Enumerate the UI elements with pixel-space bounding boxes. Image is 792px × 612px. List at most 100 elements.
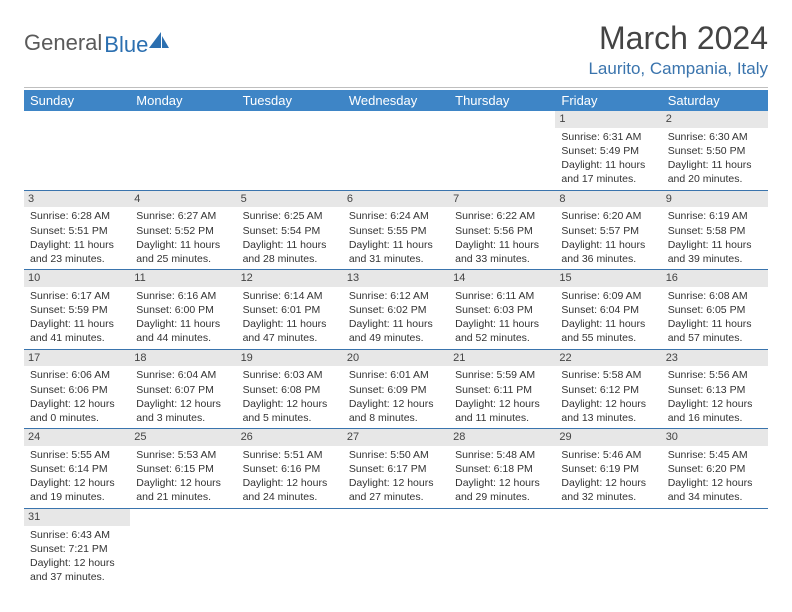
day-info-line: Sunset: 5:52 PM [136,224,230,238]
calendar-cell: 19Sunrise: 6:03 AMSunset: 6:08 PMDayligh… [237,349,343,429]
day-info-line: Daylight: 12 hours [136,476,230,490]
day-info-line: Sunrise: 5:51 AM [243,448,337,462]
calendar-cell: 12Sunrise: 6:14 AMSunset: 6:01 PMDayligh… [237,270,343,350]
day-info-line: Sunrise: 6:24 AM [349,209,443,223]
calendar-cell [555,508,661,587]
day-number: 1 [555,111,661,128]
day-info-line: and 0 minutes. [30,411,124,425]
day-number: 20 [343,350,449,367]
day-info-line: Sunrise: 5:46 AM [561,448,655,462]
day-number: 11 [130,270,236,287]
calendar-cell: 17Sunrise: 6:06 AMSunset: 6:06 PMDayligh… [24,349,130,429]
calendar-cell: 14Sunrise: 6:11 AMSunset: 6:03 PMDayligh… [449,270,555,350]
calendar-cell: 18Sunrise: 6:04 AMSunset: 6:07 PMDayligh… [130,349,236,429]
day-info-line: Sunset: 6:13 PM [668,383,762,397]
day-number: 26 [237,429,343,446]
day-info-line: and 17 minutes. [561,172,655,186]
day-info-line: Sunrise: 6:09 AM [561,289,655,303]
day-number: 25 [130,429,236,446]
calendar-cell [130,508,236,587]
day-info-line: Sunset: 6:00 PM [136,303,230,317]
day-info-line: Sunrise: 6:31 AM [561,130,655,144]
day-info-line: and 39 minutes. [668,252,762,266]
day-info-line: and 5 minutes. [243,411,337,425]
day-info-line: and 28 minutes. [243,252,337,266]
day-info-line: and 55 minutes. [561,331,655,345]
day-info-line: and 13 minutes. [561,411,655,425]
calendar-cell: 6Sunrise: 6:24 AMSunset: 5:55 PMDaylight… [343,190,449,270]
day-info-line: and 20 minutes. [668,172,762,186]
day-info-line: Sunrise: 6:03 AM [243,368,337,382]
day-info-line: Sunset: 6:15 PM [136,462,230,476]
day-info-line: Daylight: 12 hours [455,397,549,411]
day-info-line: Sunset: 6:07 PM [136,383,230,397]
calendar-cell: 28Sunrise: 5:48 AMSunset: 6:18 PMDayligh… [449,429,555,509]
header: General Blue March 2024 Laurito, Campani… [24,20,768,79]
day-info-line: Sunrise: 6:08 AM [668,289,762,303]
day-number: 6 [343,191,449,208]
day-number: 16 [662,270,768,287]
day-info-line: Sunrise: 6:14 AM [243,289,337,303]
calendar-cell [130,111,236,190]
weekday-header: Sunday [24,90,130,111]
calendar-cell: 10Sunrise: 6:17 AMSunset: 5:59 PMDayligh… [24,270,130,350]
day-info-line: Sunrise: 6:25 AM [243,209,337,223]
day-info-line: Daylight: 11 hours [561,158,655,172]
day-info-line: Daylight: 12 hours [455,476,549,490]
day-number: 17 [24,350,130,367]
sail-icon [149,28,169,54]
calendar-cell: 7Sunrise: 6:22 AMSunset: 5:56 PMDaylight… [449,190,555,270]
calendar-cell [237,508,343,587]
calendar-row: 24Sunrise: 5:55 AMSunset: 6:14 PMDayligh… [24,429,768,509]
day-info-line: Sunset: 6:19 PM [561,462,655,476]
day-info-line: Daylight: 12 hours [561,476,655,490]
day-info-line: Sunrise: 6:28 AM [30,209,124,223]
day-info-line: Daylight: 12 hours [30,476,124,490]
day-info-line: Daylight: 12 hours [136,397,230,411]
day-number: 24 [24,429,130,446]
calendar-head: SundayMondayTuesdayWednesdayThursdayFrid… [24,90,768,111]
day-info-line: Sunrise: 6:22 AM [455,209,549,223]
calendar-cell: 24Sunrise: 5:55 AMSunset: 6:14 PMDayligh… [24,429,130,509]
day-info-line: Sunrise: 6:16 AM [136,289,230,303]
day-number: 27 [343,429,449,446]
day-info-line: Sunrise: 6:20 AM [561,209,655,223]
day-number: 13 [343,270,449,287]
day-info-line: Sunrise: 6:06 AM [30,368,124,382]
calendar-cell: 20Sunrise: 6:01 AMSunset: 6:09 PMDayligh… [343,349,449,429]
day-info-line: and 27 minutes. [349,490,443,504]
day-info-line: and 47 minutes. [243,331,337,345]
day-info-line: and 37 minutes. [30,570,124,584]
calendar-row: 3Sunrise: 6:28 AMSunset: 5:51 PMDaylight… [24,190,768,270]
day-number: 31 [24,509,130,526]
day-number: 10 [24,270,130,287]
day-info-line: Sunrise: 5:56 AM [668,368,762,382]
day-info-line: Sunrise: 6:27 AM [136,209,230,223]
day-info-line: Sunset: 5:59 PM [30,303,124,317]
day-info-line: Sunrise: 6:19 AM [668,209,762,223]
weekday-header: Wednesday [343,90,449,111]
day-number: 21 [449,350,555,367]
day-info-line: Daylight: 11 hours [349,317,443,331]
calendar-cell: 16Sunrise: 6:08 AMSunset: 6:05 PMDayligh… [662,270,768,350]
day-info-line: and 31 minutes. [349,252,443,266]
day-info-line: and 36 minutes. [561,252,655,266]
day-info-line: Sunrise: 6:17 AM [30,289,124,303]
day-number: 19 [237,350,343,367]
day-info-line: Daylight: 11 hours [455,317,549,331]
day-info-line: and 24 minutes. [243,490,337,504]
day-info-line: Daylight: 12 hours [243,476,337,490]
day-info-line: Sunrise: 5:55 AM [30,448,124,462]
location: Laurito, Campania, Italy [588,59,768,79]
day-info-line: Daylight: 12 hours [30,556,124,570]
weekday-header: Thursday [449,90,555,111]
weekday-header: Saturday [662,90,768,111]
day-info-line: Daylight: 12 hours [561,397,655,411]
day-info-line: and 44 minutes. [136,331,230,345]
day-number: 23 [662,350,768,367]
day-number: 28 [449,429,555,446]
day-info-line: Sunrise: 5:50 AM [349,448,443,462]
calendar-row: 17Sunrise: 6:06 AMSunset: 6:06 PMDayligh… [24,349,768,429]
calendar-row: 1Sunrise: 6:31 AMSunset: 5:49 PMDaylight… [24,111,768,190]
day-info-line: and 16 minutes. [668,411,762,425]
